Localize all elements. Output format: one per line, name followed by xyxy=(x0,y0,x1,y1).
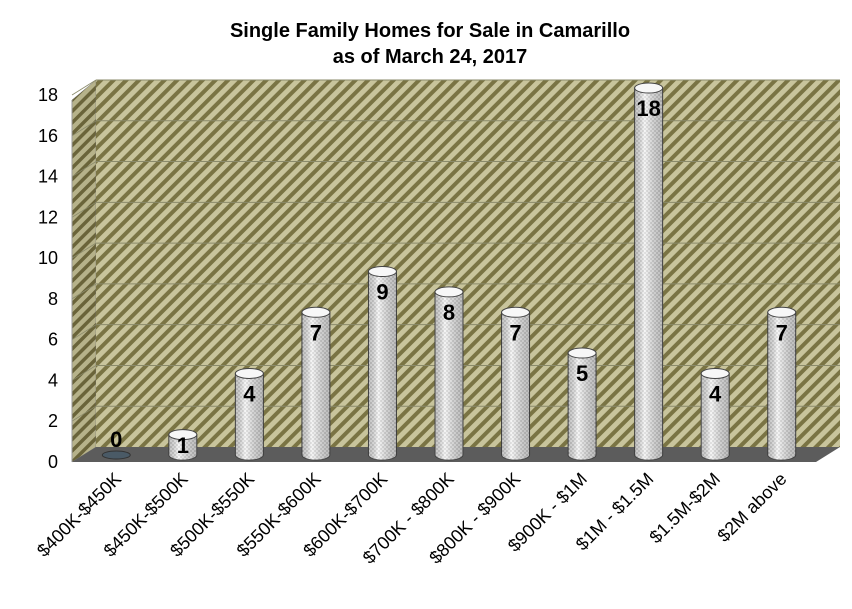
bar: 7 xyxy=(767,306,797,461)
chart-title-line-2: as of March 24, 2017 xyxy=(333,46,528,68)
y-tick-label: 16 xyxy=(38,126,58,146)
y-axis: 0 2 4 6 8 10 12 14 16 18 xyxy=(38,85,58,472)
y-tick-label: 2 xyxy=(48,411,58,431)
bar: 4 xyxy=(700,367,730,461)
bar-shading xyxy=(368,271,397,460)
gridlines xyxy=(71,79,840,422)
bar-shading xyxy=(435,291,463,460)
y-tick-label: 8 xyxy=(48,289,58,309)
bar-top xyxy=(434,286,464,298)
data-label: 4 xyxy=(243,381,256,406)
bar: 9 xyxy=(367,266,397,461)
y-tick-label: 18 xyxy=(38,85,58,105)
data-label: 0 xyxy=(110,427,122,452)
gridline-side xyxy=(71,405,97,422)
bar-shading xyxy=(701,373,730,460)
bar: 0 xyxy=(101,427,131,460)
bar-shading xyxy=(767,312,796,460)
bar: 1 xyxy=(168,429,198,461)
x-tick-label: $1.5M-$2M xyxy=(645,469,724,548)
data-label: 8 xyxy=(443,300,455,325)
gridline-side xyxy=(71,365,97,381)
bar-top xyxy=(234,367,264,379)
data-label: 18 xyxy=(636,96,660,121)
bar: 5 xyxy=(567,347,597,461)
bar-top xyxy=(700,367,730,379)
gridline-side xyxy=(71,324,97,341)
bar: 8 xyxy=(434,286,464,461)
bar: 7 xyxy=(501,306,531,461)
bar-top xyxy=(634,82,664,94)
bar-top xyxy=(168,429,198,441)
bar-top xyxy=(101,450,131,460)
bar-top xyxy=(301,306,331,318)
gridline-side xyxy=(71,120,97,137)
data-label: 7 xyxy=(310,320,322,345)
chart-title-line-1: Single Family Homes for Sale in Camarill… xyxy=(230,20,630,42)
bar-top xyxy=(501,306,531,318)
bar-shading xyxy=(301,312,330,460)
x-tick-label: $2M above xyxy=(713,469,790,546)
y-tick-label: 4 xyxy=(48,370,58,390)
bar: 18 xyxy=(634,82,664,461)
bar: 7 xyxy=(301,306,331,461)
gridline-side xyxy=(71,201,97,218)
data-label: 7 xyxy=(776,320,788,345)
y-tick-label: 6 xyxy=(48,330,58,350)
data-label: 1 xyxy=(177,433,189,458)
bar-shading xyxy=(501,312,530,461)
y-tick-label: 14 xyxy=(38,167,58,187)
bar-top xyxy=(767,306,797,318)
data-label: 7 xyxy=(509,320,521,345)
gridline-side xyxy=(71,283,97,300)
chart-side-wall xyxy=(71,79,97,463)
bar-shading xyxy=(568,353,597,460)
y-tick-label: 10 xyxy=(38,248,58,268)
data-label: 9 xyxy=(376,280,388,305)
gridline-side xyxy=(71,79,97,96)
gridline-side xyxy=(71,242,97,259)
bar-top xyxy=(367,266,397,277)
bars: 0 1 4 7 9 8 7 5 18 4 7 xyxy=(101,82,797,461)
y-tick-label: 0 xyxy=(48,452,58,472)
bar-shading xyxy=(634,88,663,460)
gridline-side xyxy=(71,161,97,177)
y-tick-label: 12 xyxy=(38,207,58,227)
bar-top xyxy=(567,347,597,359)
bar-shading xyxy=(235,373,264,460)
x-axis: $400K-$450K$450K-$500K$500K-$550K$550K-$… xyxy=(33,469,790,568)
data-label: 5 xyxy=(576,361,588,386)
data-label: 4 xyxy=(709,381,722,406)
bar: 4 xyxy=(234,367,264,461)
bar-shading xyxy=(168,434,197,460)
